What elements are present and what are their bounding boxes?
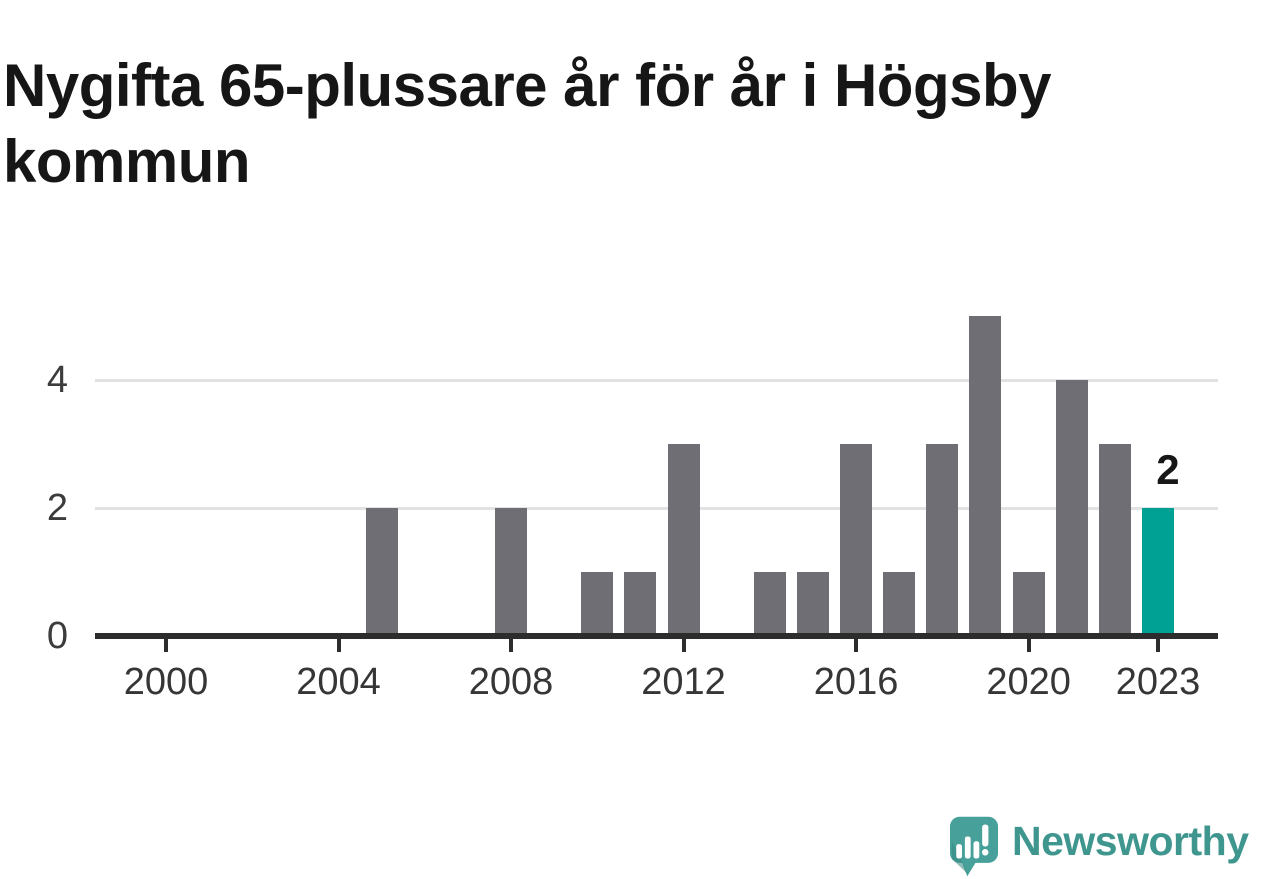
y-axis-tick-label: 2 (46, 487, 68, 529)
bar-2010 (581, 572, 614, 636)
y-axis-tick-label: 0 (46, 615, 68, 657)
newsworthy-logo: Newsworthy (950, 816, 1249, 878)
bar-2014 (753, 572, 786, 636)
bar-2022 (1098, 444, 1131, 636)
bar-2018 (926, 444, 959, 636)
x-axis-line (95, 633, 1218, 639)
bar-2012 (667, 444, 700, 636)
highlighted-bar-value-label: 2 (1156, 446, 1180, 493)
gridline-y-2 (95, 507, 1218, 510)
x-axis-tick-2012 (681, 639, 686, 652)
bar-2021 (1055, 380, 1088, 636)
x-axis-tick-label: 2023 (1115, 661, 1201, 703)
x-axis-tick-label: 2000 (123, 661, 209, 703)
x-axis-tick-2023 (1155, 639, 1160, 652)
y-axis-tick-label: 4 (46, 359, 68, 401)
gridline-y-4 (95, 379, 1218, 382)
logo-wordmark: Newsworthy (1012, 818, 1249, 864)
bar-2015 (796, 572, 829, 636)
x-axis-tick-2000 (164, 639, 168, 652)
bar-2016 (840, 444, 873, 636)
x-axis-tick-2008 (509, 639, 514, 652)
bar-2008 (495, 508, 528, 636)
x-axis-tick-label: 2008 (468, 661, 554, 703)
bar-2023-highlighted (1141, 508, 1174, 636)
x-axis-tick-label: 2020 (986, 661, 1071, 703)
x-axis-tick-label: 2004 (296, 661, 381, 703)
x-axis-tick-2016 (854, 639, 859, 652)
bar-2005 (365, 508, 398, 636)
x-axis-tick-label: 2012 (641, 661, 726, 703)
bar-2020 (1012, 572, 1045, 636)
x-axis-tick-2004 (336, 639, 341, 652)
page-title: Nygifta 65-plussare år för år i Högsby k… (3, 52, 1052, 196)
x-axis-tick-2020 (1026, 639, 1031, 652)
newsworthy-speech-bubble-chart-icon (950, 816, 998, 877)
bar-2017 (883, 572, 916, 636)
bar-2011 (624, 572, 657, 636)
x-axis-tick-label: 2016 (813, 661, 899, 703)
bar-2019 (969, 316, 1002, 636)
